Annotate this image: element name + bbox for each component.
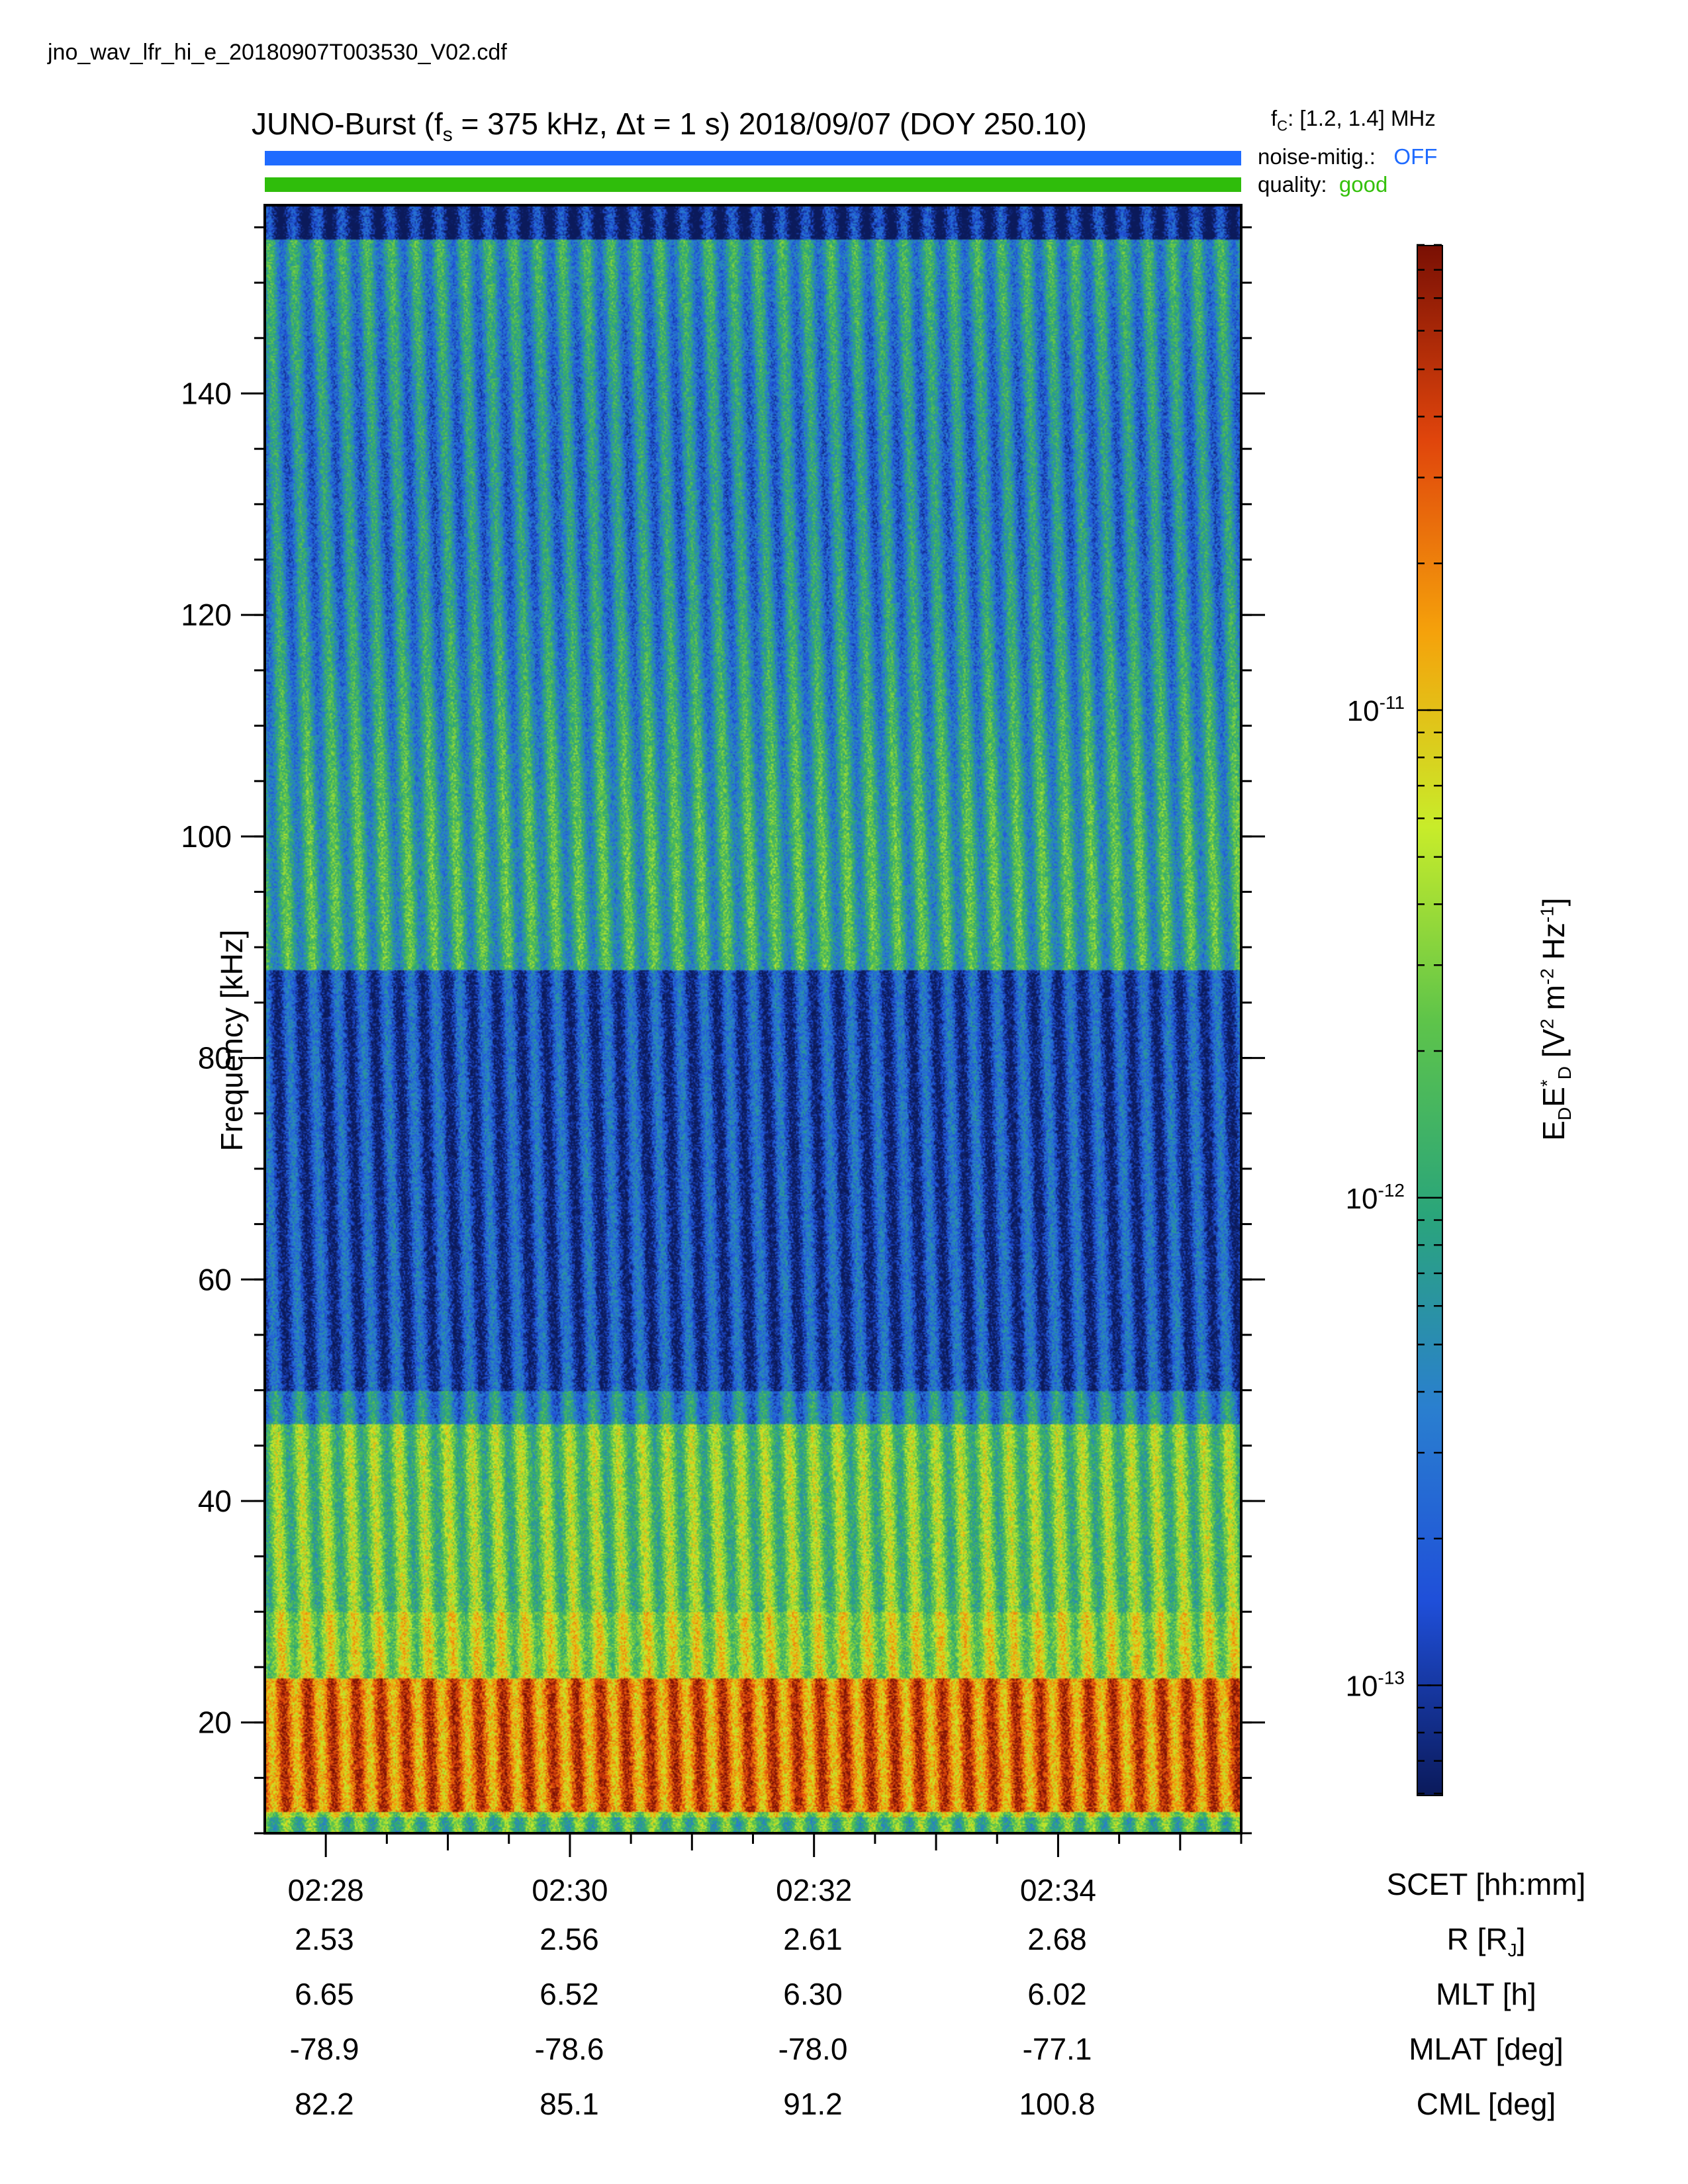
noise-mitigation-value: OFF: [1393, 144, 1438, 169]
x-tick-label: 02:34: [1020, 1873, 1096, 1907]
ephemeris-value: -78.6: [534, 2032, 604, 2066]
noise-mitigation-bar: [265, 151, 1241, 165]
ephemeris-value: 91.2: [783, 2087, 843, 2121]
colorbar-tick-label: 10-11: [1347, 692, 1405, 727]
ephemeris-label: MLT [h]: [1436, 1977, 1536, 2011]
y-tick-label: 20: [198, 1706, 232, 1740]
colorbar-tick-label: 10-12: [1346, 1180, 1405, 1215]
y-axis-label: Frequency [kHz]: [214, 929, 249, 1152]
x-tick-label: 02:28: [288, 1873, 364, 1907]
ephemeris-value: 2.53: [295, 1922, 354, 1956]
colorbar-label: EDE*D [V2 m-2 Hz-1]: [1536, 897, 1575, 1141]
ephemeris-value: 100.8: [1019, 2087, 1096, 2121]
ephemeris-value: -78.0: [778, 2032, 848, 2066]
x-tick-label: 02:30: [532, 1873, 608, 1907]
ephemeris-value: 6.65: [295, 1977, 354, 2011]
ephemeris-row-mlat: -78.9 -78.6 -78.0 -77.1 MLAT [deg]: [0, 2031, 1688, 2071]
ephemeris-value: 2.56: [539, 1922, 599, 1956]
quality-value: good: [1338, 172, 1388, 197]
y-tick-label: 80: [198, 1041, 232, 1075]
ephemeris-value: 2.61: [783, 1922, 843, 1956]
ephemeris-label: R [RJ]: [1446, 1922, 1526, 1961]
ephemeris-label: CML [deg]: [1416, 2087, 1556, 2121]
x-tick-label: 02:32: [776, 1873, 852, 1907]
ephemeris-row-cml: 82.2 85.1 91.2 100.8 CML [deg]: [0, 2086, 1688, 2126]
colorbar: [1417, 245, 1443, 1796]
y-tick-label: 40: [198, 1484, 232, 1518]
y-tick-label: 100: [181, 819, 232, 854]
ephemeris-value: 2.68: [1027, 1922, 1087, 1956]
ephemeris-value: -77.1: [1022, 2032, 1092, 2066]
plot-frame: [263, 204, 1243, 1835]
fc-label: fC: [1.2, 1.4] MHz: [1271, 106, 1436, 134]
ephemeris-row-mlt: 6.65 6.52 6.30 6.02 MLT [h]: [0, 1976, 1688, 2016]
quality-bar: [265, 177, 1241, 192]
file-name: jno_wav_lfr_hi_e_20180907T003530_V02.cdf: [48, 40, 507, 65]
y-tick-label: 140: [181, 376, 232, 410]
ephemeris-value: 6.30: [783, 1977, 843, 2011]
colorbar-axis: 10-11 10-12 10-13: [1346, 244, 1442, 1795]
noise-mitigation-label: noise-mitig.: OFF: [1258, 144, 1438, 169]
y-tick-label: 60: [198, 1262, 232, 1297]
ephemeris-row-scet: SCET [hh:mm]: [0, 1866, 1688, 1906]
ephemeris-value: 6.02: [1027, 1977, 1087, 2011]
ephemeris-value: 85.1: [539, 2087, 599, 2121]
frequency-axes: 20 40 60 80 100 120 140 02:28 02:30 02:32 02:34: [181, 204, 1265, 1907]
chart-title: JUNO-Burst (fs = 375 kHz, Δt = 1 s) 2018…: [252, 107, 1087, 146]
colorbar-tick-label: 10-13: [1346, 1668, 1405, 1703]
ephemeris-value: 82.2: [295, 2087, 354, 2121]
ephemeris-value: 6.52: [539, 1977, 599, 2011]
spectrogram: [265, 205, 1241, 1833]
ephemeris-row-r: 2.53 2.56 2.61 2.68 R [RJ]: [0, 1921, 1688, 1961]
ephemeris-label: SCET [hh:mm]: [1386, 1867, 1586, 1901]
ephemeris-label: MLAT [deg]: [1409, 2032, 1564, 2066]
ephemeris-value: -78.9: [289, 2032, 359, 2066]
y-tick-label: 120: [181, 598, 232, 632]
quality-label: quality: good: [1258, 172, 1388, 197]
